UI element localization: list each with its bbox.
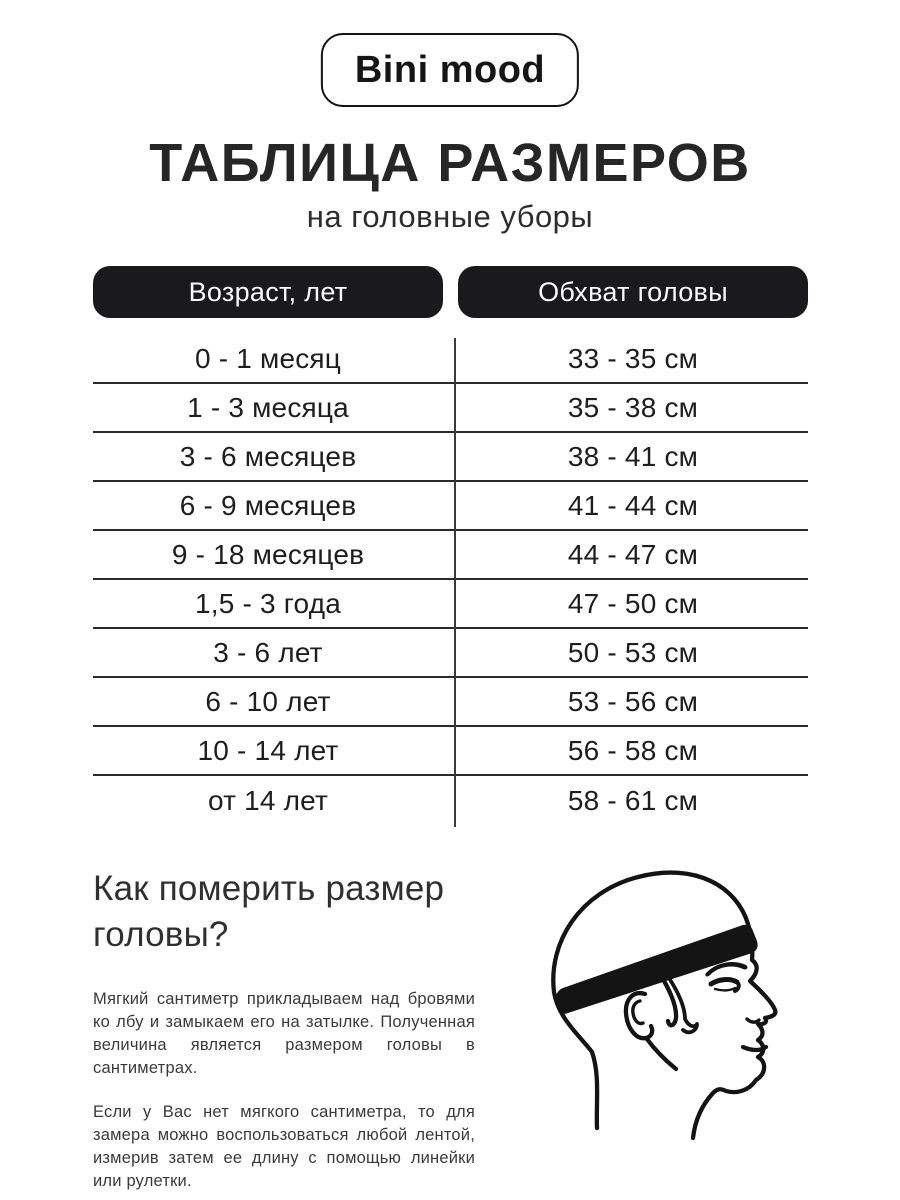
table-row: 6 - 9 месяцев 41 - 44 см (93, 482, 808, 531)
table-row: 0 - 1 месяц 33 - 35 см (93, 335, 808, 384)
age-cell: от 14 лет (207, 784, 329, 816)
table-header-row: Возраст, лет Обхват головы (93, 266, 808, 318)
size-cell: 38 - 41 см (567, 440, 699, 472)
table-row: 3 - 6 лет 50 - 53 см (93, 629, 808, 678)
column-divider (454, 338, 456, 827)
page-title: ТАБЛИЦА РАЗМЕРОВ (149, 133, 751, 193)
age-cell: 10 - 14 лет (197, 734, 339, 766)
age-cell: 1 - 3 месяца (187, 391, 349, 423)
size-cell: 56 - 58 см (567, 734, 699, 766)
how-to-measure-section: Как померить размер головы? Мягкий санти… (93, 866, 475, 1193)
how-to-measure-heading: Как померить размер головы? (93, 869, 445, 955)
age-cell: 1,5 - 3 года (194, 587, 342, 619)
age-cell: 0 - 1 месяц (194, 342, 342, 374)
table-body: 0 - 1 месяц 33 - 35 см 1 - 3 месяца 35 -… (93, 335, 808, 827)
size-cell: 35 - 38 см (567, 391, 699, 423)
head-profile-measuring-tape-illustration (551, 870, 778, 1141)
size-cell: 50 - 53 см (567, 636, 699, 668)
how-to-paragraph-2: Если у Вас нет мягкого сантиметра, то дл… (93, 1103, 475, 1191)
page-subtitle: на головные уборы (306, 199, 594, 234)
table-row: от 14 лет 58 - 61 см (93, 776, 808, 825)
age-cell: 6 - 10 лет (205, 685, 331, 717)
eyebrow (705, 961, 748, 977)
age-cell: 3 - 6 лет (213, 636, 323, 668)
size-table: Возраст, лет Обхват головы 0 - 1 месяц 3… (93, 266, 808, 827)
column-header-age: Возраст, лет (93, 266, 443, 318)
size-cell: 47 - 50 см (567, 587, 699, 619)
hair-lock (656, 969, 679, 1028)
age-cell: 6 - 9 месяцев (179, 489, 357, 521)
table-row: 1 - 3 месяца 35 - 38 см (93, 384, 808, 433)
table-row: 3 - 6 месяцев 38 - 41 см (93, 433, 808, 482)
size-cell: 53 - 56 см (567, 685, 699, 717)
table-row: 1,5 - 3 года 47 - 50 см (93, 580, 808, 629)
size-cell: 41 - 44 см (567, 489, 699, 521)
how-to-paragraph-1: Мягкий сантиметр прикладываем над бровям… (93, 990, 475, 1078)
age-cell: 3 - 6 месяцев (179, 440, 357, 472)
brand-logo-badge: Bini mood (320, 33, 580, 107)
age-cell: 9 - 18 месяцев (171, 538, 365, 570)
brand-logo-text: Bini mood (354, 48, 546, 91)
column-header-circumference: Обхват головы (458, 266, 808, 318)
ear (623, 990, 655, 1041)
size-cell: 44 - 47 см (567, 538, 699, 570)
table-row: 6 - 10 лет 53 - 56 см (93, 678, 808, 727)
size-cell: 58 - 61 см (567, 784, 699, 816)
size-cell: 33 - 35 см (567, 342, 699, 374)
head-outline (551, 870, 778, 1141)
measuring-tape-band (555, 924, 758, 1014)
table-row: 9 - 18 месяцев 44 - 47 см (93, 531, 808, 580)
table-row: 10 - 14 лет 56 - 58 см (93, 727, 808, 776)
